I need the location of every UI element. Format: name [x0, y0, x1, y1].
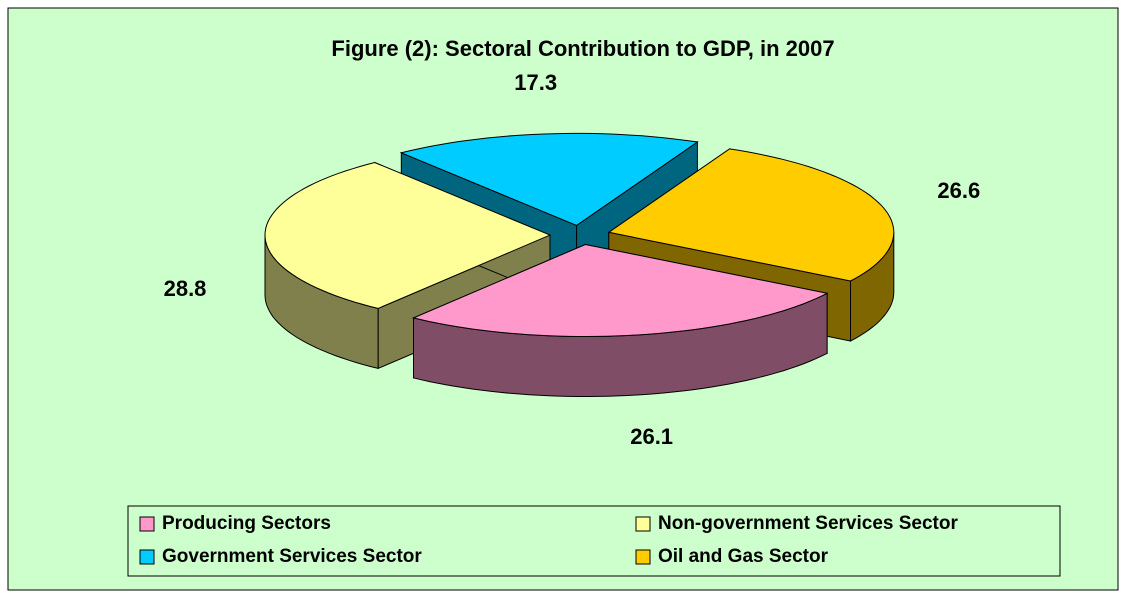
legend-label: Non-government Services Sector [658, 513, 958, 534]
legend-label: Producing Sectors [162, 513, 331, 534]
legend-swatch [139, 549, 155, 565]
slice-top [264, 161, 552, 309]
pie: 26.1 28.8 17.3 26.6 [164, 70, 981, 449]
data-label: 26.1 [630, 424, 673, 449]
slice-top [411, 243, 829, 337]
slice-top [399, 132, 699, 226]
data-label: 28.8 [164, 276, 207, 301]
legend-swatch [139, 516, 155, 532]
slice [411, 243, 829, 397]
data-label: 17.3 [514, 70, 557, 95]
slice-top [607, 148, 895, 282]
legend-items: Producing Sectors Non-government Services… [139, 513, 958, 567]
legend-swatch [635, 516, 651, 532]
legend-label: Government Services Sector [162, 546, 422, 567]
legend [127, 505, 1061, 577]
legend-swatch [635, 549, 651, 565]
chart-title: Figure (2): Sectoral Contribution to GDP… [331, 36, 834, 61]
legend-label: Oil and Gas Sector [658, 546, 829, 567]
data-label: 26.6 [937, 178, 980, 203]
